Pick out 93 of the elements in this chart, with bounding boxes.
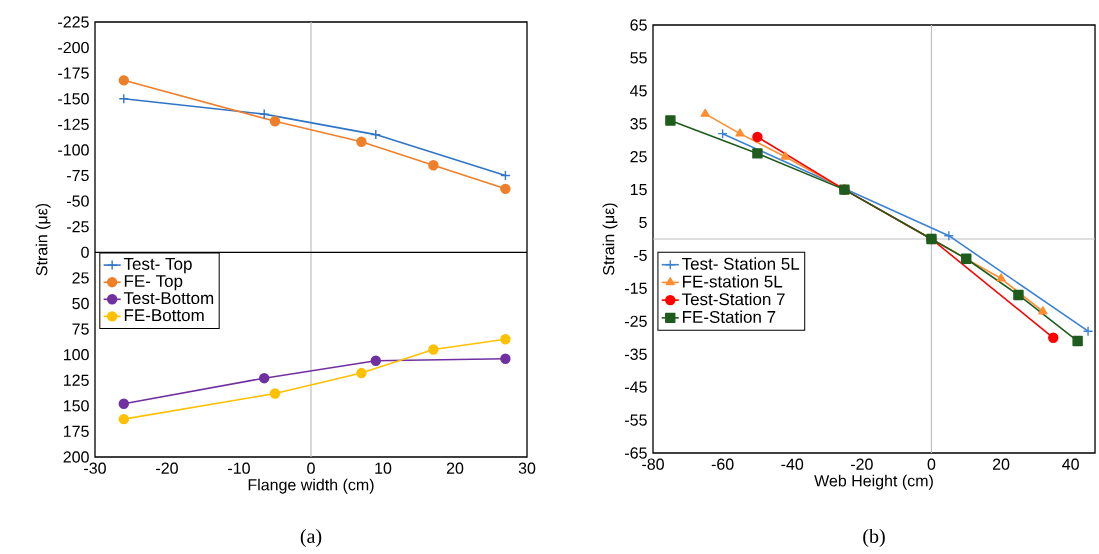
y-tick-label: 5	[639, 216, 647, 229]
y-tick-label: 50	[72, 297, 89, 310]
y-axis-title: Strain (με)	[35, 203, 51, 276]
y-tick-label: -125	[58, 118, 89, 131]
point	[500, 334, 511, 345]
y-tick-label: -225	[58, 16, 89, 28]
point	[259, 108, 270, 120]
y-tick-label: -50	[67, 195, 89, 207]
point	[370, 355, 381, 366]
point	[700, 108, 710, 117]
y-tick-label: -55	[625, 414, 647, 426]
x-axis-title: Web Height (cm)	[814, 474, 933, 490]
point	[428, 344, 439, 355]
legend-label: FE-Station 7	[683, 310, 776, 323]
y-tick-label: -175	[58, 67, 89, 79]
y-tick-label: -65	[625, 447, 647, 459]
y-tick-label: 15	[630, 184, 647, 196]
x-tick-label: 0	[927, 458, 936, 470]
point	[500, 170, 511, 181]
y-tick-label: -25	[625, 315, 647, 327]
y-tick-label: 125	[64, 374, 89, 386]
x-tick-label: -60	[711, 458, 734, 470]
legend-label: FE-station 5L	[683, 275, 783, 288]
y-axis-title: Strain (με)	[602, 203, 618, 275]
legend-label: FE- Top	[124, 275, 183, 291]
point	[665, 115, 676, 126]
point	[428, 160, 439, 171]
y-tick-label: 25	[72, 272, 89, 284]
point	[717, 128, 728, 139]
point	[500, 353, 511, 364]
point	[1038, 306, 1048, 315]
point	[269, 388, 281, 399]
legend-label: Test- Top	[123, 258, 192, 274]
y-tick-label: -45	[625, 381, 647, 393]
x-tick-label: -10	[228, 462, 250, 474]
y-tick-label: -200	[58, 41, 89, 54]
legend-label: Test-Bottom	[123, 292, 214, 305]
legend-label: FE-Bottom	[124, 309, 204, 322]
x-tick-label: -80	[642, 458, 664, 470]
point	[118, 93, 129, 104]
y-tick-label: -25	[67, 221, 89, 233]
y-tick-label: -100	[58, 144, 89, 156]
y-tick-label: -5	[633, 249, 647, 262]
x-tick-label: -30	[84, 462, 106, 474]
point	[259, 372, 270, 384]
point	[735, 128, 745, 137]
y-tick-label: -75	[67, 169, 89, 182]
point	[356, 367, 367, 379]
y-tick-label: 150	[64, 400, 89, 412]
x-tick-label: -40	[781, 458, 804, 470]
point	[1082, 325, 1094, 337]
y-tick-label: 175	[64, 425, 89, 437]
point	[943, 230, 955, 241]
y-tick-label: 45	[630, 85, 647, 97]
y-tick-label: 35	[630, 118, 647, 130]
legend-label: Test- Station 5L	[681, 257, 800, 270]
y-tick-label: 25	[630, 151, 647, 163]
point	[269, 116, 281, 127]
point	[996, 273, 1006, 282]
point	[118, 398, 129, 409]
x-tick-label: 10	[375, 462, 392, 474]
y-tick-label: 200	[63, 451, 89, 463]
x-tick-label: 0	[307, 462, 315, 474]
x-axis-title: Flange width (cm)	[248, 478, 374, 494]
point	[1048, 332, 1059, 343]
point	[500, 183, 511, 195]
point	[752, 131, 763, 143]
y-tick-label: 100	[64, 348, 89, 361]
point	[752, 148, 763, 159]
x-tick-label: 20	[446, 462, 464, 474]
legend-label: Test-Station 7	[681, 292, 785, 306]
point	[961, 253, 972, 264]
y-tick-label: 55	[630, 52, 647, 64]
text: (b)	[863, 528, 885, 548]
point	[1013, 289, 1024, 301]
y-tick-label: 75	[72, 323, 89, 335]
point	[356, 136, 367, 147]
x-tick-label: 40	[1062, 458, 1079, 470]
x-tick-label: -20	[156, 462, 178, 474]
text: (a)	[300, 528, 322, 548]
point	[1072, 335, 1083, 347]
point	[118, 413, 129, 425]
y-tick-label: -150	[58, 93, 89, 105]
point	[370, 129, 381, 140]
y-tick-label: -15	[625, 282, 647, 294]
x-tick-label: 30	[518, 462, 536, 474]
y-tick-label: -35	[625, 348, 647, 360]
point	[780, 151, 790, 160]
y-tick-label: 65	[630, 19, 647, 31]
x-tick-label: 20	[992, 458, 1010, 470]
y-tick-label: 0	[81, 246, 89, 258]
x-tick-label: -20	[850, 458, 873, 470]
point	[118, 75, 129, 86]
